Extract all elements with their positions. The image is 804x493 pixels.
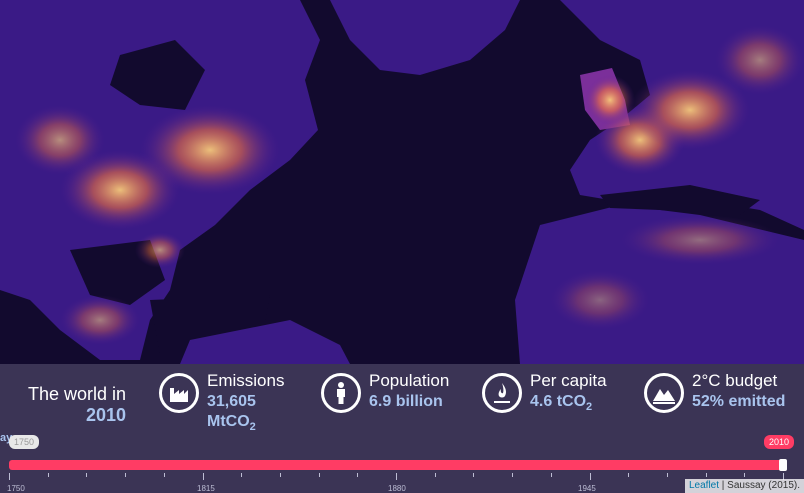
timeline-tick	[318, 473, 320, 477]
timeline-tick	[357, 473, 359, 477]
budget-value: 52% emitted	[692, 393, 786, 410]
factory-icon	[159, 373, 199, 413]
timeline-tick	[9, 473, 10, 480]
timeline-tick	[202, 473, 204, 480]
emissions-value: 31,605 MtCO2	[207, 393, 256, 433]
flame-icon	[482, 373, 522, 413]
timeline-tick	[241, 473, 243, 477]
map-attribution: Leaflet | Saussay (2015).	[684, 479, 804, 493]
greenland-landmass	[330, 0, 520, 75]
budget-title: 2°C budget	[692, 371, 778, 390]
timeline-tick	[550, 473, 552, 477]
per-capita-value: 4.6 tCO2	[530, 393, 593, 413]
world-year-label: The world in 2010	[10, 384, 126, 426]
timeline-track[interactable]	[9, 460, 783, 470]
timeline-tick	[47, 473, 49, 477]
tick-label-1750: 1750	[7, 484, 25, 493]
timeline-tick	[783, 473, 784, 480]
person-icon	[321, 373, 361, 413]
tick-label-1880: 1880	[388, 484, 406, 493]
per-capita-title: Per capita	[530, 371, 607, 390]
south-america-landmass	[180, 320, 350, 364]
mediterranean-sea	[600, 185, 760, 215]
emission-hotspots	[15, 25, 804, 345]
timeline-tick	[279, 473, 281, 477]
emissions-title: Emissions	[207, 371, 285, 390]
timeline-tick	[434, 473, 436, 477]
world-label-text: The world in	[27, 384, 126, 404]
current-year: 2010	[85, 405, 126, 425]
timeline-tick	[512, 473, 514, 477]
timeline-ticks	[9, 473, 784, 485]
timeline-tick	[163, 473, 165, 477]
timeline-tick	[125, 473, 127, 477]
timeline-tick	[744, 473, 746, 477]
timeline-tick	[589, 473, 591, 480]
timeline-tick	[666, 473, 668, 477]
timeline-tick	[628, 473, 630, 477]
tick-label-1815: 1815	[197, 484, 215, 493]
population-title: Population	[369, 371, 450, 390]
leaflet-link[interactable]: Leaflet	[688, 480, 720, 491]
timeline-start-bubble: 1750	[9, 435, 40, 449]
timeline-tick	[473, 473, 475, 477]
tick-label-1945: 1945	[578, 484, 596, 493]
timeline-handle[interactable]	[779, 459, 787, 471]
timeline-current-bubble: 2010	[764, 435, 795, 449]
timeline-tick	[705, 473, 707, 477]
mountain-icon	[644, 373, 684, 413]
population-value: 6.9 billion	[369, 393, 443, 410]
source-credit: Saussay (2015).	[727, 480, 800, 491]
timeline-tick	[86, 473, 88, 477]
timeline-tick	[396, 473, 397, 480]
hudson-bay	[110, 40, 205, 110]
